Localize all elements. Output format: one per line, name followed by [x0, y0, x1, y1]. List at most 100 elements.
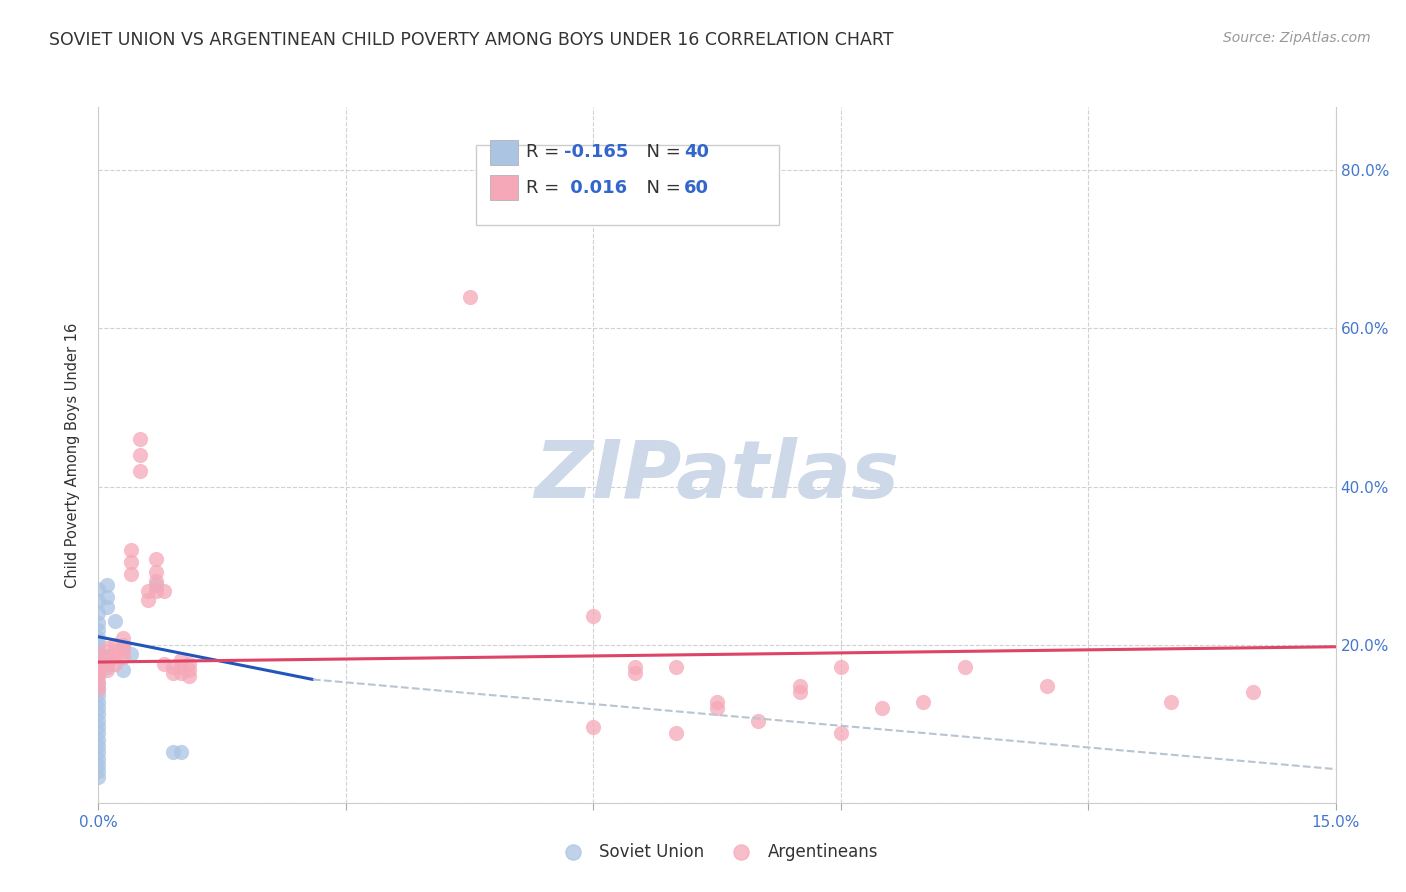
- Point: [145, 574, 167, 589]
- Point: [112, 638, 135, 652]
- Point: [104, 614, 127, 628]
- Point: [96, 660, 118, 674]
- Point: [789, 679, 811, 693]
- Text: R =: R =: [526, 144, 565, 161]
- Point: [582, 720, 605, 734]
- Point: [912, 695, 935, 709]
- Point: [104, 650, 127, 665]
- Text: 0.016: 0.016: [564, 179, 627, 197]
- Point: [87, 624, 110, 638]
- Point: [145, 552, 167, 566]
- Point: [1036, 679, 1059, 693]
- Point: [953, 660, 976, 674]
- Point: [87, 594, 110, 608]
- Point: [87, 751, 110, 765]
- Point: [128, 448, 150, 462]
- Point: [162, 666, 184, 681]
- Point: [87, 764, 110, 779]
- Point: [120, 566, 142, 581]
- Point: [87, 638, 110, 652]
- Point: [104, 657, 127, 671]
- Point: [87, 644, 110, 658]
- Point: [87, 669, 110, 683]
- Text: ZIPatlas: ZIPatlas: [534, 437, 900, 515]
- Point: [87, 681, 110, 696]
- Point: [87, 739, 110, 753]
- Point: [112, 644, 135, 658]
- Point: [87, 650, 110, 665]
- Point: [128, 464, 150, 478]
- Point: [87, 757, 110, 772]
- Point: [623, 660, 645, 674]
- Point: [87, 695, 110, 709]
- Point: [128, 432, 150, 446]
- Point: [87, 681, 110, 696]
- Point: [87, 657, 110, 671]
- Point: [104, 638, 127, 652]
- Point: [162, 745, 184, 759]
- Point: [87, 732, 110, 747]
- Point: [96, 657, 118, 671]
- Text: N =: N =: [634, 179, 686, 197]
- Point: [87, 657, 110, 671]
- Point: [170, 653, 193, 667]
- Point: [170, 745, 193, 759]
- Point: [112, 640, 135, 655]
- Point: [96, 650, 118, 665]
- Point: [87, 745, 110, 759]
- Point: [96, 591, 118, 605]
- Point: [87, 606, 110, 620]
- Text: SOVIET UNION VS ARGENTINEAN CHILD POVERTY AMONG BOYS UNDER 16 CORRELATION CHART: SOVIET UNION VS ARGENTINEAN CHILD POVERT…: [49, 31, 894, 49]
- Point: [1241, 685, 1264, 699]
- Point: [87, 582, 110, 597]
- Point: [870, 701, 893, 715]
- Text: R =: R =: [526, 179, 565, 197]
- Point: [830, 660, 852, 674]
- Text: 40: 40: [683, 144, 709, 161]
- Point: [1160, 695, 1182, 709]
- Point: [747, 714, 769, 728]
- Point: [87, 675, 110, 690]
- Point: [96, 640, 118, 655]
- Point: [789, 685, 811, 699]
- Point: [87, 615, 110, 630]
- Point: [120, 542, 142, 557]
- Point: [87, 771, 110, 785]
- Point: [87, 720, 110, 734]
- Point: [120, 647, 142, 661]
- Point: [96, 578, 118, 592]
- Legend: Soviet Union, Argentineans: Soviet Union, Argentineans: [550, 836, 884, 868]
- Point: [706, 701, 728, 715]
- Point: [87, 675, 110, 690]
- Point: [87, 688, 110, 702]
- Text: -0.165: -0.165: [564, 144, 628, 161]
- Point: [87, 714, 110, 728]
- Text: 60: 60: [683, 179, 709, 197]
- Point: [665, 726, 688, 740]
- Point: [136, 583, 159, 598]
- Point: [87, 663, 110, 677]
- Point: [87, 632, 110, 646]
- Point: [623, 666, 645, 681]
- Point: [87, 726, 110, 740]
- Text: Source: ZipAtlas.com: Source: ZipAtlas.com: [1223, 31, 1371, 45]
- Point: [112, 632, 135, 646]
- Point: [104, 644, 127, 658]
- Point: [706, 695, 728, 709]
- Point: [458, 290, 481, 304]
- Point: [96, 663, 118, 677]
- Point: [145, 565, 167, 579]
- Point: [153, 657, 176, 671]
- Y-axis label: Child Poverty Among Boys Under 16: Child Poverty Among Boys Under 16: [65, 322, 80, 588]
- Point: [170, 660, 193, 674]
- Point: [87, 701, 110, 715]
- Point: [112, 650, 135, 665]
- Point: [179, 669, 201, 683]
- Point: [87, 663, 110, 677]
- Point: [179, 663, 201, 677]
- Point: [179, 657, 201, 671]
- Point: [170, 666, 193, 681]
- Point: [87, 669, 110, 683]
- Point: [96, 648, 118, 663]
- Point: [145, 583, 167, 598]
